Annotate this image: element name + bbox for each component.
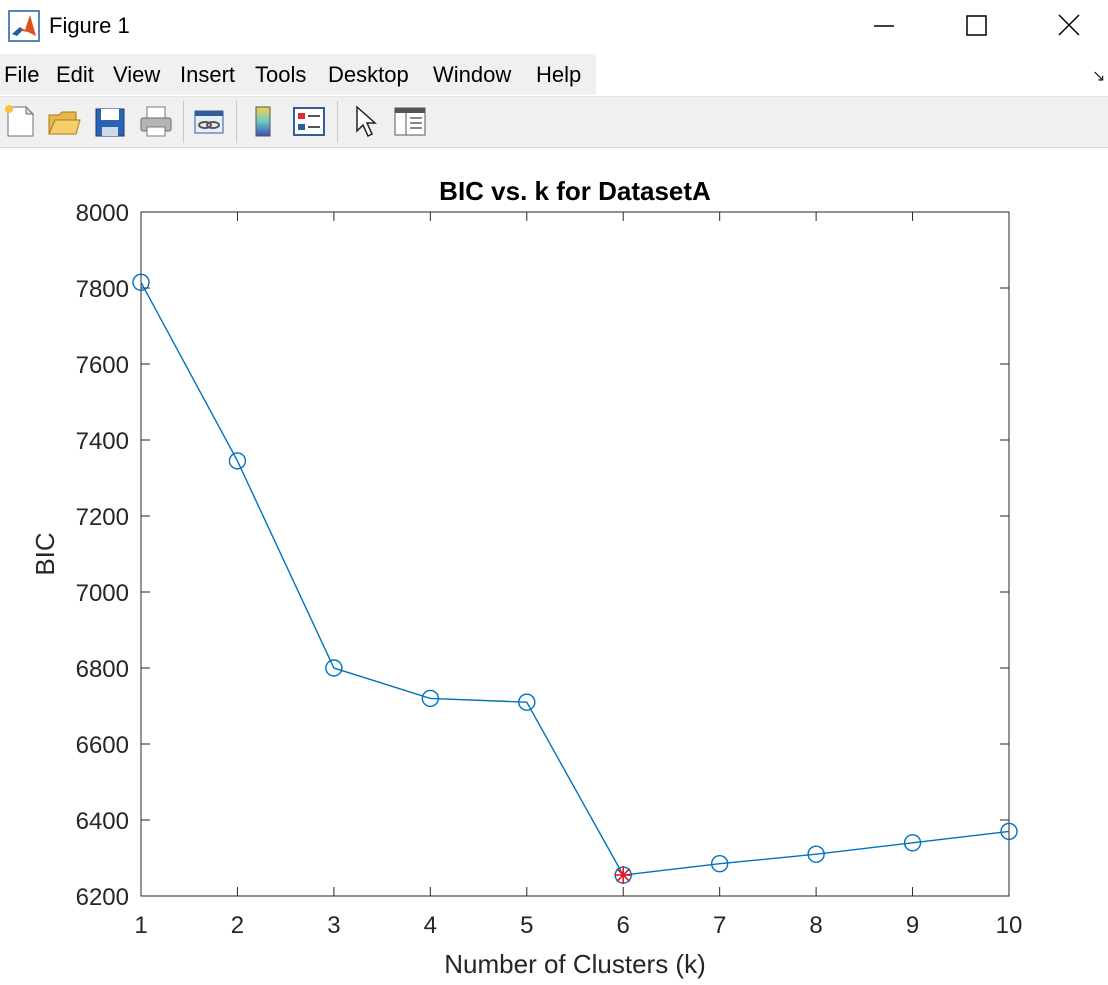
- series-line: [140, 281, 1010, 876]
- data-point: [518, 693, 536, 711]
- link-plot-button[interactable]: [191, 103, 227, 139]
- print-icon: [140, 106, 172, 137]
- menu-desktop[interactable]: Desktop: [328, 62, 409, 87]
- y-tick-label: 6600: [76, 732, 129, 759]
- menu-view[interactable]: View: [113, 62, 161, 87]
- menu-help[interactable]: Help: [536, 62, 582, 87]
- figure-canvas: BIC vs. k for DatasetA Number of Cluster…: [0, 148, 1108, 985]
- new-figure-button[interactable]: [2, 103, 38, 139]
- close-button[interactable]: [1022, 0, 1108, 54]
- toolbar-separator: [183, 101, 184, 143]
- y-tick-label: 6400: [76, 808, 129, 835]
- data-point: [325, 659, 343, 677]
- y-tick-label: 7600: [76, 352, 129, 379]
- title-bar: Figure 1: [0, 0, 1108, 54]
- toolbar-separator: [337, 101, 338, 143]
- property-inspector-icon: [394, 107, 426, 136]
- x-tick-label: 1: [134, 912, 147, 939]
- y-tick-label: 7800: [76, 276, 129, 303]
- print-button[interactable]: [138, 103, 174, 139]
- toolbar-separator: [236, 101, 237, 143]
- data-point: [1000, 822, 1018, 841]
- chart-title: BIC vs. k for DatasetA: [439, 176, 711, 206]
- line-chart: BIC vs. k for DatasetA Number of Cluster…: [30, 176, 1023, 979]
- x-tick-label: 6: [617, 912, 630, 939]
- insert-legend-button[interactable]: [291, 103, 327, 139]
- minimize-icon: [874, 25, 894, 27]
- maximize-button[interactable]: [930, 0, 1022, 54]
- axes-box: [140, 211, 1010, 897]
- edit-plot-button[interactable]: [348, 103, 384, 139]
- close-icon: [1058, 14, 1080, 36]
- data-point: [903, 834, 922, 852]
- x-tick-label: 7: [713, 912, 726, 939]
- y-tick-label: 6200: [76, 884, 129, 911]
- x-tick-label: 10: [996, 912, 1023, 939]
- maximize-icon: [966, 15, 987, 36]
- menu-insert[interactable]: Insert: [180, 62, 236, 87]
- legend-icon: [293, 107, 325, 136]
- menu-file[interactable]: File: [4, 62, 40, 87]
- x-tick-label: 3: [327, 912, 340, 939]
- y-tick-label: 8000: [76, 200, 129, 227]
- colorbar-icon: [255, 106, 271, 137]
- select-pointer-icon: [356, 105, 377, 138]
- menu-bar: File Edit View Insert Tools Desktop Wind…: [0, 54, 1108, 97]
- x-tick-label: 5: [520, 912, 533, 939]
- save-button[interactable]: [92, 103, 128, 139]
- x-tick-label: 8: [809, 912, 822, 939]
- series-group: [132, 273, 1018, 885]
- y-axis-label: BIC: [30, 532, 60, 575]
- insert-colorbar-button[interactable]: [246, 103, 282, 139]
- new-figure-icon: [5, 105, 35, 137]
- link-plot-icon: [194, 110, 224, 134]
- menu-window[interactable]: Window: [433, 62, 512, 87]
- optimal-k-star-stroke: [616, 868, 631, 883]
- y-tick-label: 7400: [76, 428, 129, 455]
- menu-edit[interactable]: Edit: [56, 62, 94, 87]
- x-axis-label: Number of Clusters (k): [444, 949, 706, 979]
- menu-tools[interactable]: Tools: [255, 62, 307, 87]
- menu-strip: File Edit View Insert Tools Desktop Wind…: [0, 54, 596, 95]
- property-inspector-button[interactable]: [392, 103, 428, 139]
- y-tick-label: 7200: [76, 504, 129, 531]
- optimal-k-marker: [614, 866, 633, 885]
- window-title: Figure 1: [49, 13, 130, 38]
- data-point: [710, 855, 729, 873]
- y-tick-label: 6800: [76, 656, 129, 683]
- x-tick-label: 9: [906, 912, 919, 939]
- open-file-button[interactable]: [46, 103, 82, 139]
- toolbar: [0, 97, 1108, 148]
- x-tick-label: 2: [231, 912, 244, 939]
- open-file-icon: [48, 111, 81, 135]
- data-point: [807, 845, 825, 863]
- y-tick-label: 7000: [76, 580, 129, 607]
- data-point: [132, 273, 150, 292]
- axis-ticks: 1 2 3 4 5 6 7 8 9 10 6200 6400 6600 6800 7000 7200 7400 7…: [76, 200, 1023, 939]
- dock-arrow-icon[interactable]: ↘: [1092, 68, 1106, 85]
- data-point: [421, 689, 440, 708]
- minimize-button[interactable]: [838, 0, 930, 54]
- matlab-logo-icon: [8, 10, 40, 42]
- data-point: [228, 452, 247, 470]
- save-icon: [95, 108, 125, 137]
- x-tick-label: 4: [424, 912, 437, 939]
